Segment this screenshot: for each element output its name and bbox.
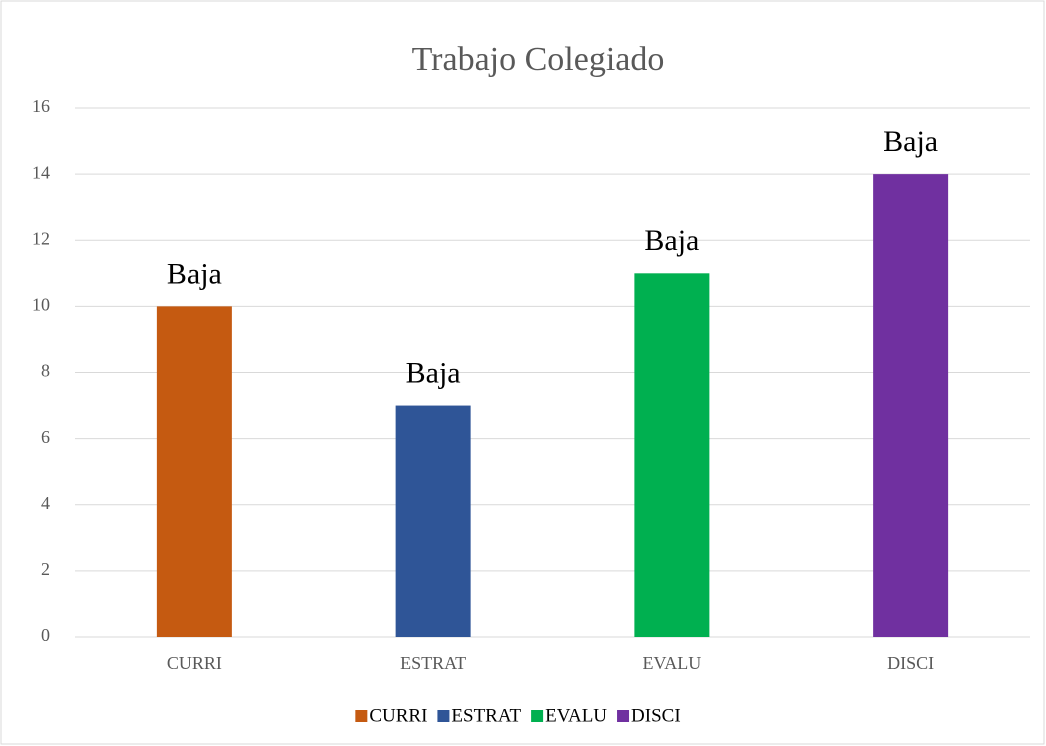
- data-label: Baja: [167, 257, 222, 290]
- bar: [873, 174, 949, 637]
- x-tick-label: ESTRAT: [400, 653, 466, 673]
- legend-swatch: [617, 710, 630, 722]
- y-tick-label: 16: [32, 96, 50, 116]
- y-tick-label: 4: [41, 493, 50, 513]
- chart-title: Trabajo Colegiado: [412, 41, 665, 78]
- legend-swatch: [531, 710, 544, 722]
- legend-swatch: [437, 710, 450, 722]
- legend-label: EVALU: [545, 705, 607, 726]
- legend-swatch: [355, 710, 368, 722]
- bar: [395, 405, 471, 637]
- y-tick-label: 10: [32, 295, 50, 315]
- x-tick-label: EVALU: [643, 653, 702, 673]
- bar: [634, 273, 710, 637]
- data-label: Baja: [883, 125, 938, 158]
- y-tick-label: 2: [41, 559, 50, 579]
- data-label: Baja: [406, 356, 461, 389]
- data-label: Baja: [644, 224, 699, 257]
- y-tick-label: 14: [32, 162, 50, 182]
- y-tick-label: 0: [41, 625, 50, 645]
- legend-label: ESTRAT: [451, 705, 521, 726]
- y-tick-label: 6: [41, 427, 50, 447]
- x-tick-label: CURRI: [167, 653, 222, 673]
- legend-label: DISCI: [631, 705, 681, 726]
- legend-label: CURRI: [369, 705, 427, 726]
- x-tick-label: DISCI: [887, 653, 934, 673]
- y-tick-label: 12: [32, 228, 50, 248]
- bar: [156, 306, 232, 637]
- y-tick-label: 8: [41, 361, 50, 381]
